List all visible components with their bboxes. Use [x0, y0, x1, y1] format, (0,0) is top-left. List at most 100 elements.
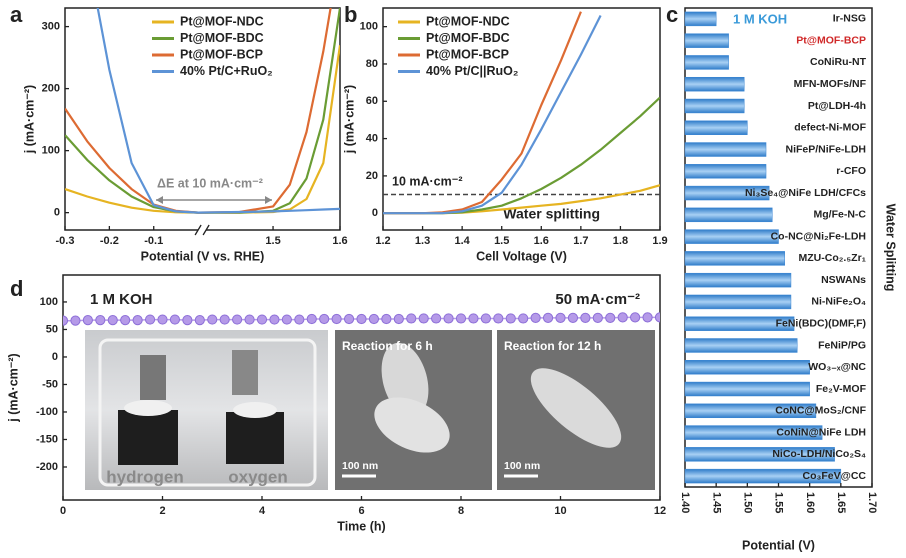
bar	[684, 425, 823, 440]
y-tick-label: 50	[46, 323, 58, 335]
category-label: Fe₂V-MOF	[816, 383, 867, 395]
x-tick-label: 1.60	[804, 492, 816, 513]
annotation: 50 mA·cm⁻²	[555, 291, 640, 308]
marker	[294, 314, 305, 325]
x-tick-label: 1.7	[573, 235, 588, 247]
bar	[684, 164, 767, 179]
bar	[684, 142, 767, 157]
marker	[381, 313, 392, 325]
x-tick-label: 1.4	[454, 235, 470, 247]
marker	[518, 313, 529, 324]
bar	[684, 120, 748, 135]
marker	[654, 312, 660, 323]
marker	[256, 314, 268, 325]
marker	[194, 315, 205, 326]
y-tick-label: 300	[42, 21, 60, 33]
x-tick-label: 6	[358, 505, 364, 517]
x-tick-label: 1.3	[415, 235, 430, 247]
x-axis-title: Time (h)	[337, 519, 385, 533]
marker	[418, 313, 429, 324]
marker	[63, 315, 69, 326]
x-tick-label: 1.5	[265, 235, 280, 247]
plot-area	[383, 11, 660, 215]
marker	[630, 312, 641, 323]
panel-label: d	[10, 276, 23, 301]
y-tick-label: 60	[366, 95, 378, 107]
marker	[232, 314, 243, 325]
marker	[182, 315, 193, 326]
clip	[233, 402, 277, 418]
electrode	[226, 412, 284, 464]
y-tick-label: 200	[42, 83, 60, 95]
annotation: Water splitting	[503, 206, 600, 222]
bar	[684, 11, 717, 27]
axis-break	[198, 226, 207, 234]
category-label: CoNiN@NiFe LDH	[776, 426, 866, 438]
annotation: 1 M KOH	[733, 11, 787, 26]
bar	[684, 76, 745, 92]
sem-label: Reaction for 12 h	[504, 339, 601, 353]
marker	[480, 313, 491, 324]
category-label: defect-Ni-MOF	[794, 122, 866, 134]
x-tick-label: 1.9	[652, 235, 667, 247]
category-label: r-CFO	[836, 165, 866, 177]
y-axis-title: j (mA·cm⁻²)	[6, 353, 20, 422]
marker	[592, 312, 603, 324]
electrode	[118, 410, 178, 465]
bar	[684, 468, 842, 484]
particle	[374, 397, 450, 453]
bar	[684, 381, 810, 397]
bar	[684, 272, 792, 288]
category-label: WO₃₋ₓ@NC	[808, 361, 866, 373]
annotation: 1 M KOH	[90, 291, 153, 308]
clip	[124, 400, 172, 416]
category-label: NiFeP/NiFe-LDH	[785, 143, 866, 155]
category-label: MZU-Co₂.₅Zr₁	[799, 252, 866, 264]
bar	[684, 294, 792, 310]
category-label: Co₃FeV@CC	[802, 470, 866, 482]
legend-label: Pt@MOF-BCP	[426, 47, 509, 61]
x-tick-label: -0.3	[56, 235, 75, 247]
category-label: NSWANs	[821, 274, 866, 286]
scale-label: 100 nm	[342, 460, 378, 472]
y-tick-label: 0	[372, 207, 378, 219]
x-axis-title: Cell Voltage (V)	[476, 249, 567, 263]
marker	[356, 313, 367, 325]
inset-images: hydrogen oxygen Reaction for 6 h 100 nm …	[85, 330, 655, 490]
bar	[684, 338, 798, 353]
marker	[542, 312, 554, 324]
marker	[244, 314, 255, 325]
marker	[617, 312, 628, 323]
y-tick-label: 80	[366, 58, 378, 70]
bar	[684, 403, 817, 419]
y-tick-label: -150	[36, 433, 58, 445]
marker	[207, 314, 218, 325]
scale-label: 100 nm	[504, 460, 540, 472]
marker	[642, 312, 653, 323]
y-tick-label: 0	[52, 351, 58, 363]
bar	[684, 229, 779, 244]
category-label: Mg/Fe-N-C	[814, 209, 867, 221]
x-tick-label: 2	[159, 505, 165, 517]
marker	[219, 314, 230, 325]
marker	[169, 314, 181, 325]
x-axis-title: Potential (V vs. RHE)	[141, 249, 265, 263]
series-line	[96, 8, 340, 214]
panel-label: b	[344, 2, 357, 27]
marker	[343, 313, 355, 325]
plot-frame	[382, 7, 661, 231]
bar	[684, 33, 729, 48]
marker	[605, 312, 616, 324]
x-axis-title: Potential (V)	[742, 538, 815, 552]
photo-label: hydrogen	[106, 467, 183, 486]
series-line	[383, 15, 602, 215]
photo-label: oxygen	[228, 467, 288, 486]
marker	[306, 313, 317, 325]
legend-label: Pt@MOF-BDC	[180, 31, 264, 45]
plot-area	[65, 8, 340, 214]
y-tick-label: -100	[36, 406, 58, 418]
y-tick-label: 20	[366, 170, 378, 182]
marker	[157, 314, 168, 325]
x-tick-label: 1.45	[710, 492, 722, 513]
legend-label: Pt@MOF-BCP	[180, 47, 263, 61]
